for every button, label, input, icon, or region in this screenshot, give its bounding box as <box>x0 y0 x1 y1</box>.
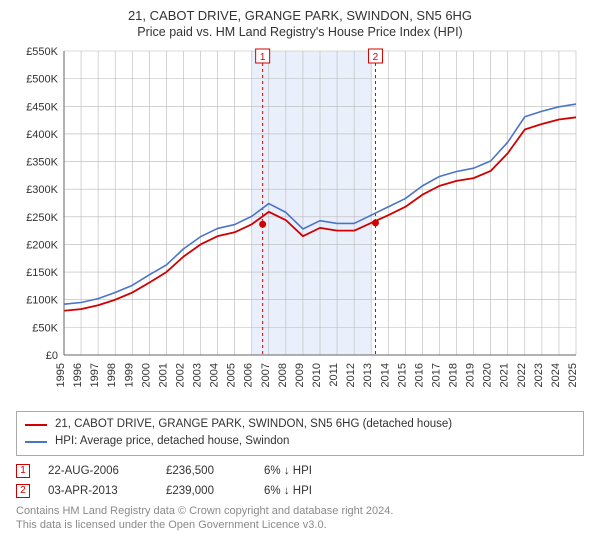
svg-text:2016: 2016 <box>413 363 425 387</box>
svg-text:2012: 2012 <box>345 363 357 387</box>
svg-text:2015: 2015 <box>396 363 408 387</box>
svg-text:£0: £0 <box>46 350 58 362</box>
legend-swatch-hpi <box>25 441 47 443</box>
legend: 21, CABOT DRIVE, GRANGE PARK, SWINDON, S… <box>16 411 584 456</box>
sale-marker-1: 1 <box>16 464 30 478</box>
sale-delta-2: 6% ↓ HPI <box>264 485 354 497</box>
svg-text:2003: 2003 <box>192 363 204 387</box>
svg-text:£150K: £150K <box>26 267 58 279</box>
svg-text:2000: 2000 <box>140 363 152 387</box>
svg-text:2006: 2006 <box>243 363 255 387</box>
svg-text:2021: 2021 <box>499 363 511 387</box>
svg-text:2001: 2001 <box>157 363 169 387</box>
line-chart: £0 £50K £100K £150K £200K £250K £300K £350K £400… <box>16 45 584 405</box>
svg-text:2005: 2005 <box>226 363 238 387</box>
svg-text:1: 1 <box>260 52 266 63</box>
sale-date-1: 22-AUG-2006 <box>48 465 148 477</box>
svg-text:2002: 2002 <box>174 363 186 387</box>
legend-label-property: 21, CABOT DRIVE, GRANGE PARK, SWINDON, S… <box>55 416 452 433</box>
svg-text:2019: 2019 <box>465 363 477 387</box>
footnote-line2: This data is licensed under the Open Gov… <box>16 518 584 533</box>
sale-marker-2: 2 <box>16 484 30 498</box>
sales-row-1: 1 22-AUG-2006 £236,500 6% ↓ HPI <box>16 462 584 480</box>
svg-text:2009: 2009 <box>294 363 306 387</box>
svg-text:£50K: £50K <box>32 322 58 334</box>
sale-price-1: £236,500 <box>166 465 246 477</box>
svg-text:2024: 2024 <box>550 363 562 387</box>
svg-text:£100K: £100K <box>26 295 58 307</box>
svg-text:1997: 1997 <box>89 363 101 387</box>
svg-text:2020: 2020 <box>482 363 494 387</box>
page-subtitle: Price paid vs. HM Land Registry's House … <box>16 25 584 39</box>
svg-text:£400K: £400K <box>26 129 58 141</box>
svg-text:2022: 2022 <box>516 363 528 387</box>
svg-text:£350K: £350K <box>26 157 58 169</box>
svg-text:2010: 2010 <box>311 363 323 387</box>
chart-area: £0 £50K £100K £150K £200K £250K £300K £350K £400… <box>16 45 584 405</box>
svg-text:1996: 1996 <box>72 363 84 387</box>
svg-text:2004: 2004 <box>209 363 221 387</box>
legend-swatch-property <box>25 424 47 426</box>
sales-row-2: 2 03-APR-2013 £239,000 6% ↓ HPI <box>16 482 584 500</box>
svg-text:£550K: £550K <box>26 46 58 58</box>
footnote: Contains HM Land Registry data © Crown c… <box>16 504 584 534</box>
svg-text:2023: 2023 <box>533 363 545 387</box>
legend-label-hpi: HPI: Average price, detached house, Swin… <box>55 433 289 450</box>
chart-page: 21, CABOT DRIVE, GRANGE PARK, SWINDON, S… <box>0 0 600 537</box>
svg-text:1999: 1999 <box>123 363 135 387</box>
svg-text:2008: 2008 <box>277 363 289 387</box>
svg-text:£500K: £500K <box>26 74 58 86</box>
svg-text:2013: 2013 <box>362 363 374 387</box>
svg-text:1995: 1995 <box>55 363 67 387</box>
footnote-line1: Contains HM Land Registry data © Crown c… <box>16 504 584 519</box>
svg-text:£250K: £250K <box>26 212 58 224</box>
svg-text:2017: 2017 <box>430 363 442 387</box>
sale-price-2: £239,000 <box>166 485 246 497</box>
legend-row-hpi: HPI: Average price, detached house, Swin… <box>25 433 575 450</box>
svg-text:2018: 2018 <box>448 363 460 387</box>
sale-date-2: 03-APR-2013 <box>48 485 148 497</box>
svg-text:2025: 2025 <box>567 363 579 387</box>
svg-text:2007: 2007 <box>260 363 272 387</box>
svg-text:1998: 1998 <box>106 363 118 387</box>
svg-text:£450K: £450K <box>26 101 58 113</box>
sale-delta-1: 6% ↓ HPI <box>264 465 354 477</box>
svg-text:2011: 2011 <box>328 363 340 387</box>
page-title: 21, CABOT DRIVE, GRANGE PARK, SWINDON, S… <box>16 8 584 23</box>
sales-table: 1 22-AUG-2006 £236,500 6% ↓ HPI 2 03-APR… <box>16 462 584 500</box>
svg-text:2: 2 <box>373 52 379 63</box>
svg-text:2014: 2014 <box>379 363 391 387</box>
svg-text:£200K: £200K <box>26 239 58 251</box>
legend-row-property: 21, CABOT DRIVE, GRANGE PARK, SWINDON, S… <box>25 416 575 433</box>
svg-text:£300K: £300K <box>26 184 58 196</box>
